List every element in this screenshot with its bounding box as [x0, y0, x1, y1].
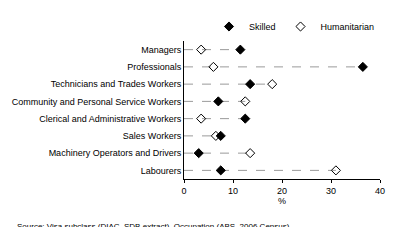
- svg-text:Machinery Operators and Driver: Machinery Operators and Drivers: [49, 148, 182, 158]
- svg-text:Clerical and Administrative Wo: Clerical and Administrative Workers: [39, 114, 181, 124]
- svg-text:Professionals: Professionals: [127, 62, 182, 72]
- svg-text:Source: Visa subclass (DIAC, S: Source: Visa subclass (DIAC, SDB extract…: [17, 222, 290, 227]
- svg-text:10: 10: [228, 186, 238, 196]
- svg-text:Community and Personal Service: Community and Personal Service Workers: [12, 97, 182, 107]
- svg-text:Technicians and Trades Workers: Technicians and Trades Workers: [51, 79, 182, 89]
- svg-text:%: %: [278, 196, 286, 206]
- svg-text:20: 20: [277, 186, 287, 196]
- svg-text:0: 0: [181, 186, 186, 196]
- svg-text:Labourers: Labourers: [141, 166, 182, 176]
- svg-text:Skilled: Skilled: [249, 22, 276, 32]
- svg-text:Humanitarian: Humanitarian: [321, 22, 375, 32]
- svg-text:40: 40: [375, 186, 385, 196]
- svg-text:Sales Workers: Sales Workers: [123, 131, 182, 141]
- svg-text:Managers: Managers: [141, 45, 182, 55]
- svg-text:30: 30: [326, 186, 336, 196]
